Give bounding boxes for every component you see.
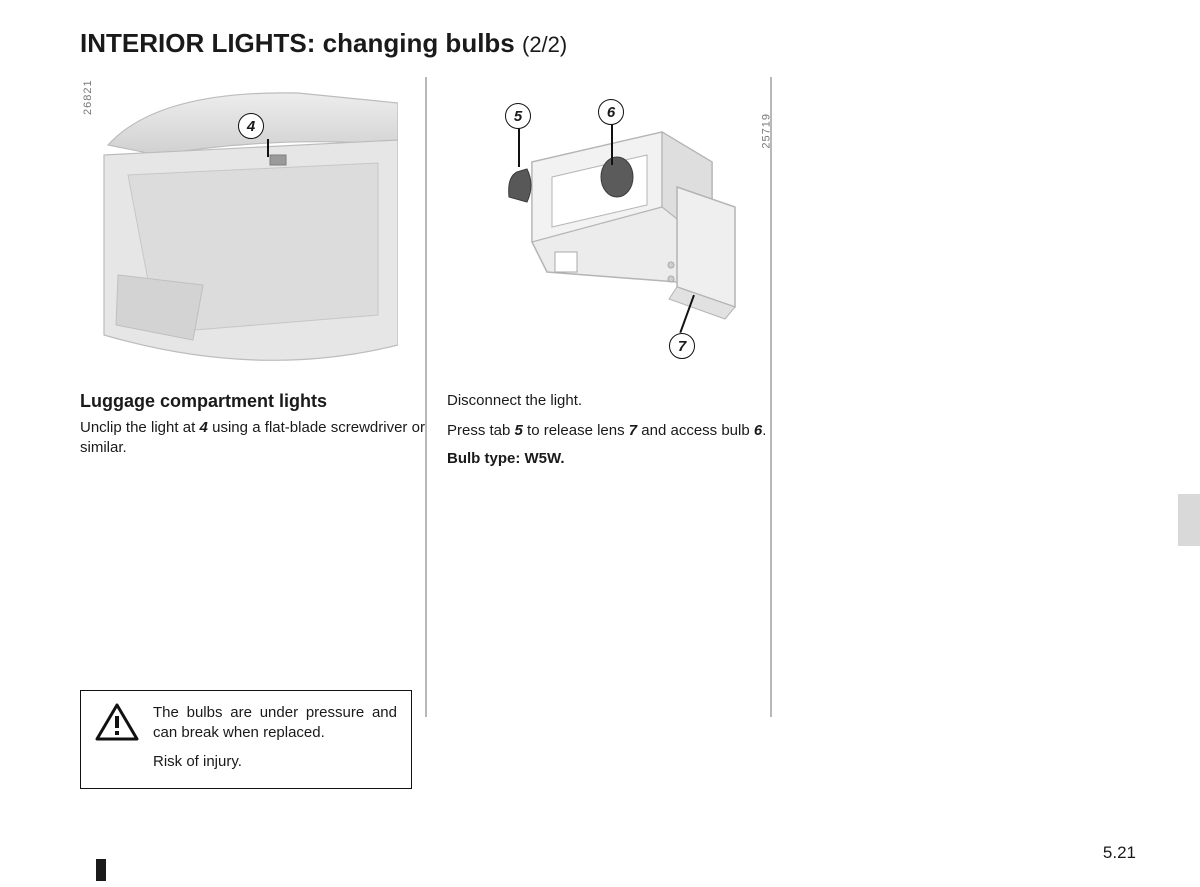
callout-4: 4	[238, 113, 264, 139]
figure-luggage-compartment: 26821	[80, 77, 400, 377]
thumb-tab	[1178, 494, 1200, 546]
content-columns: 26821	[80, 77, 1140, 467]
section-heading-luggage: Luggage compartment lights	[80, 391, 425, 412]
ref-6: 6	[754, 422, 762, 439]
t2a: Press tab	[447, 422, 515, 439]
bulb-type: Bulb type: W5W.	[447, 450, 770, 467]
page-title: INTERIOR LIGHTS: changing bulbs (2/2)	[80, 28, 1140, 59]
page-number: 5.21	[1103, 843, 1136, 863]
callout-6: 6	[598, 99, 624, 125]
t2c: and access bulb	[637, 422, 754, 439]
leader-5	[518, 129, 520, 167]
column-divider	[425, 77, 427, 717]
footer-mark	[96, 859, 106, 881]
ref-4: 4	[200, 419, 208, 436]
leader-6	[611, 125, 613, 165]
text-pre: Unclip the light at	[80, 419, 200, 436]
column-divider-2	[770, 77, 772, 717]
callout-5: 5	[505, 103, 531, 129]
t2d: .	[762, 422, 766, 439]
manual-page: INTERIOR LIGHTS: changing bulbs (2/2) 26…	[0, 0, 1200, 887]
title-suffix: (2/2)	[522, 32, 567, 57]
figure-light-unit: 25719	[447, 77, 767, 377]
instruction-press-tab: Press tab 5 to release lens 7 and access…	[447, 421, 770, 441]
ref-7: 7	[629, 422, 637, 439]
instruction-unclip: Unclip the light at 4 using a flat-blade…	[80, 418, 425, 459]
warning-text: The bulbs are under pres­sure and can br…	[153, 703, 397, 772]
column-3	[770, 77, 1115, 467]
ref-5: 5	[515, 422, 523, 439]
figure-id-1: 26821	[82, 79, 94, 115]
column-2: 25719	[425, 77, 770, 467]
warning-line-1: The bulbs are under pres­sure and can br…	[153, 704, 397, 741]
warning-risk: Risk of injury.	[153, 752, 397, 772]
instruction-disconnect: Disconnect the light.	[447, 391, 770, 411]
warning-icon	[95, 703, 139, 772]
title-main: INTERIOR LIGHTS: changing bulbs	[80, 28, 515, 58]
column-1: 26821	[80, 77, 425, 467]
t2b: to release lens	[523, 422, 629, 439]
leader-4	[267, 139, 269, 157]
warning-box: The bulbs are under pres­sure and can br…	[80, 690, 412, 789]
callout-7: 7	[669, 333, 695, 359]
